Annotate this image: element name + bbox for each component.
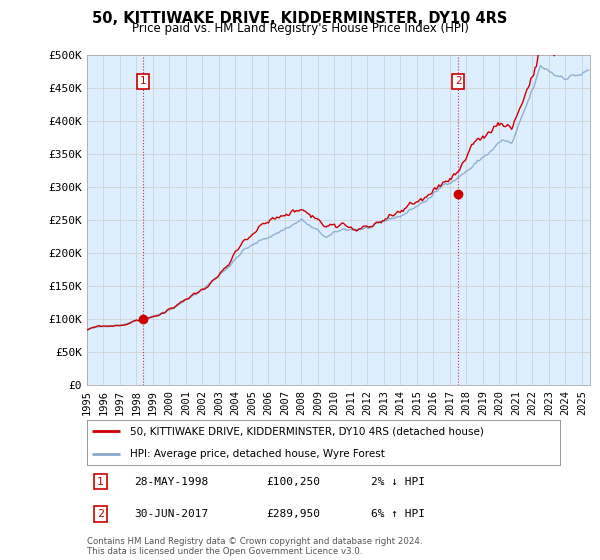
Text: 1: 1 bbox=[97, 477, 104, 487]
Text: 2% ↓ HPI: 2% ↓ HPI bbox=[371, 477, 425, 487]
Text: Price paid vs. HM Land Registry's House Price Index (HPI): Price paid vs. HM Land Registry's House … bbox=[131, 22, 469, 35]
Text: 2: 2 bbox=[97, 509, 104, 519]
Text: 1: 1 bbox=[140, 76, 146, 86]
Text: 6% ↑ HPI: 6% ↑ HPI bbox=[371, 509, 425, 519]
Text: 30-JUN-2017: 30-JUN-2017 bbox=[134, 509, 209, 519]
Text: 2: 2 bbox=[455, 76, 461, 86]
Text: 50, KITTIWAKE DRIVE, KIDDERMINSTER, DY10 4RS: 50, KITTIWAKE DRIVE, KIDDERMINSTER, DY10… bbox=[92, 11, 508, 26]
Text: 28-MAY-1998: 28-MAY-1998 bbox=[134, 477, 209, 487]
Text: HPI: Average price, detached house, Wyre Forest: HPI: Average price, detached house, Wyre… bbox=[130, 449, 385, 459]
Text: 50, KITTIWAKE DRIVE, KIDDERMINSTER, DY10 4RS (detached house): 50, KITTIWAKE DRIVE, KIDDERMINSTER, DY10… bbox=[130, 426, 484, 436]
Text: £289,950: £289,950 bbox=[267, 509, 321, 519]
Text: £100,250: £100,250 bbox=[267, 477, 321, 487]
Text: Contains HM Land Registry data © Crown copyright and database right 2024.
This d: Contains HM Land Registry data © Crown c… bbox=[87, 536, 422, 556]
